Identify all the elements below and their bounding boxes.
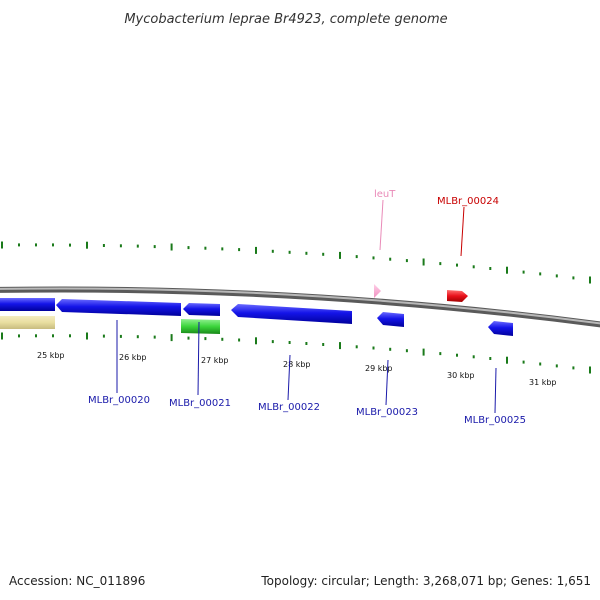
label-leader-lines <box>116 199 497 414</box>
gene-label-mlbr-00025[interactable]: MLBr_00025 <box>464 415 526 426</box>
scale-label-30kbp: 30 kbp <box>447 371 475 380</box>
misc-feature[interactable] <box>181 319 220 334</box>
gene-label-mlbr-00024[interactable]: MLBr_00024 <box>437 196 499 207</box>
genome-backbone-highlight <box>0 287 600 325</box>
scale-label-27kbp: 27 kbp <box>201 356 229 365</box>
gene-label-mlbr-00022[interactable]: MLBr_00022 <box>258 402 320 413</box>
genome-summary-text: Topology: circular; Length: 3,268,071 bp… <box>260 574 591 588</box>
scale-label-28kbp: 28 kbp <box>283 360 311 369</box>
gene-feature-mlbr-00025[interactable] <box>488 321 513 336</box>
gene-feature-mlbr-00020[interactable] <box>56 299 181 316</box>
accession-text: Accession: NC_011896 <box>9 574 145 588</box>
scale-label-31kbp: 31 kbp <box>529 378 557 387</box>
gene-label-mlbr-00021[interactable]: MLBr_00021 <box>169 398 231 409</box>
inner-tick-row <box>1 332 591 374</box>
scale-label-25kbp: 25 kbp <box>37 351 65 360</box>
gene-label-leuT[interactable]: leuT <box>374 189 396 200</box>
outer-tick-row <box>1 241 591 284</box>
rrna-feature[interactable] <box>0 316 55 329</box>
gene-label-mlbr-00020[interactable]: MLBr_00020 <box>88 395 150 406</box>
gene-feature-mlbr-00022[interactable] <box>231 304 352 324</box>
gene-label-mlbr-00023[interactable]: MLBr_00023 <box>356 407 418 418</box>
scale-label-29kbp: 29 kbp <box>365 364 393 373</box>
genome-title: Mycobacterium leprae Br4923, complete ge… <box>124 12 447 27</box>
scale-label-26kbp: 26 kbp <box>119 353 147 362</box>
gene-feature-mlbr-00021[interactable] <box>183 303 220 316</box>
genome-backbone <box>0 286 600 328</box>
gene-feature-forward-00024[interactable] <box>447 290 468 302</box>
trna-feature-leuT[interactable] <box>374 284 381 298</box>
gene-feature-reverse-left[interactable] <box>0 298 55 311</box>
gene-feature-mlbr-00023[interactable] <box>377 312 404 327</box>
